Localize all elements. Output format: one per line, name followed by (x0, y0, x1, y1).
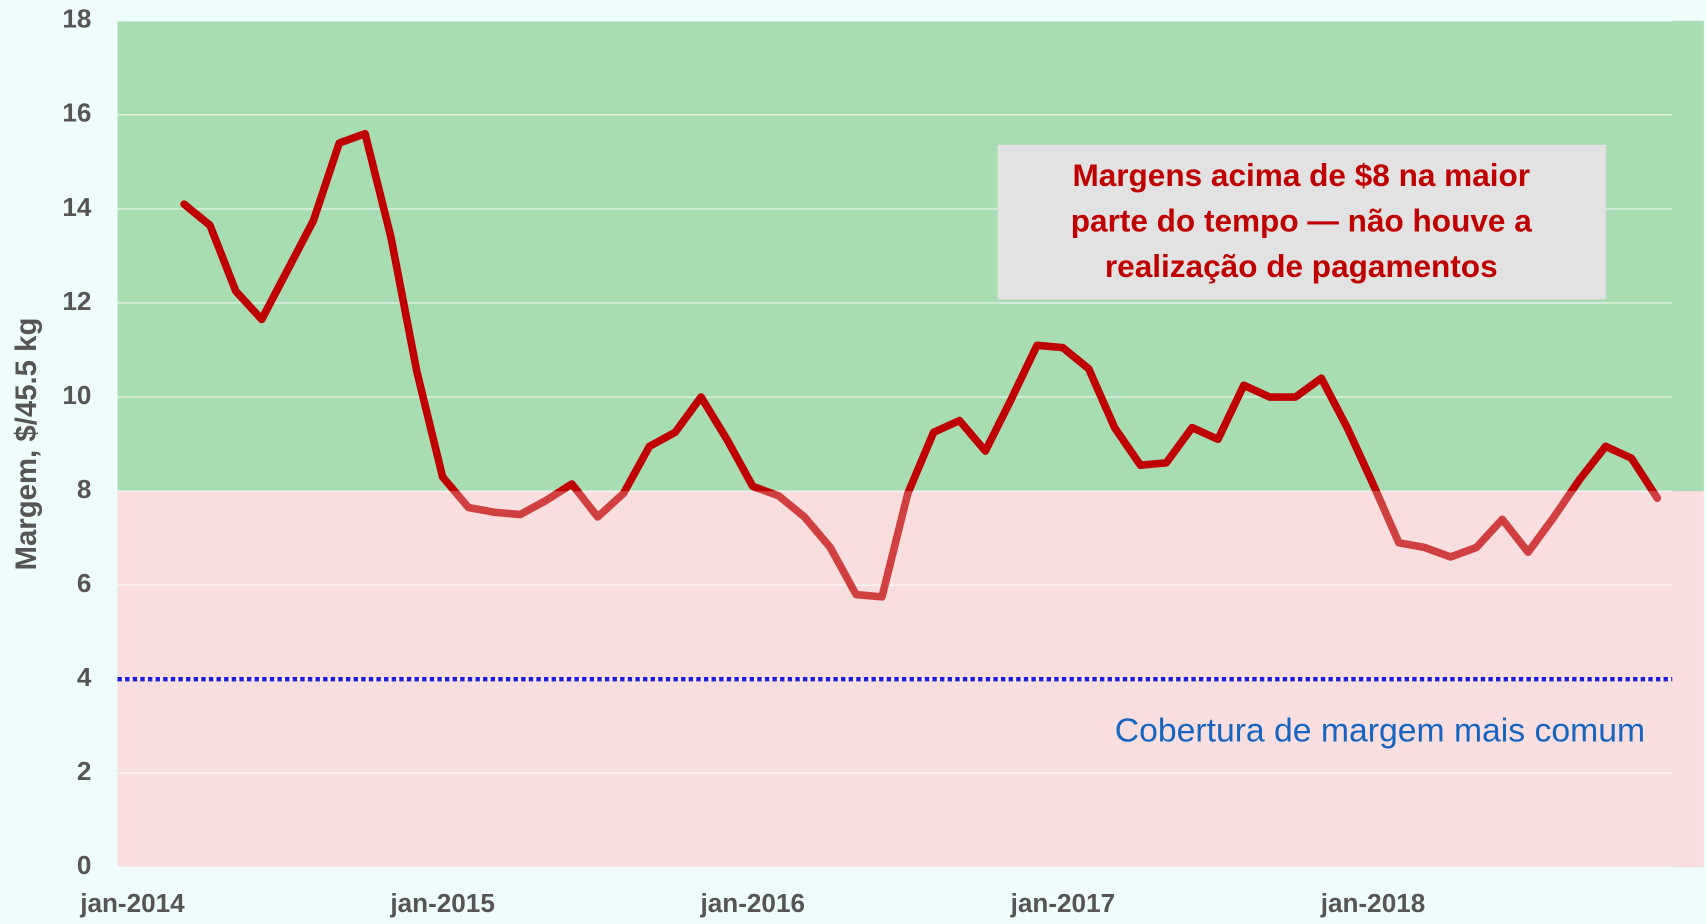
y-tick-label: 6 (77, 568, 92, 598)
y-tick-label: 10 (62, 380, 91, 410)
x-tick-label: jan-2015 (389, 888, 495, 918)
x-tick-label: jan-2016 (699, 888, 805, 918)
reference-label: Cobertura de margem mais comum (1115, 711, 1645, 749)
annotation-text: realização de pagamentos (1105, 248, 1498, 284)
y-tick-label: 18 (62, 4, 91, 34)
y-axis-label: Margem, $/45.5 kg (10, 318, 43, 571)
x-tick-label: jan-2018 (1320, 888, 1426, 918)
x-tick-label: jan-2017 (1010, 888, 1116, 918)
y-tick-label: 0 (77, 850, 92, 880)
y-tick-label: 8 (77, 474, 92, 504)
annotation-text: parte do tempo — não houve a (1071, 203, 1532, 239)
annotation-box (997, 144, 1606, 300)
y-tick-label: 14 (62, 192, 92, 222)
y-tick-label: 2 (77, 756, 92, 786)
y-tick-label: 16 (62, 98, 91, 128)
annotation-text: Margens acima de $8 na maior (1072, 157, 1530, 193)
x-tick-label: jan-2014 (79, 888, 185, 918)
data-line (180, 129, 1662, 601)
y-tick-label: 12 (62, 286, 91, 316)
y-tick-label: 4 (77, 662, 92, 692)
